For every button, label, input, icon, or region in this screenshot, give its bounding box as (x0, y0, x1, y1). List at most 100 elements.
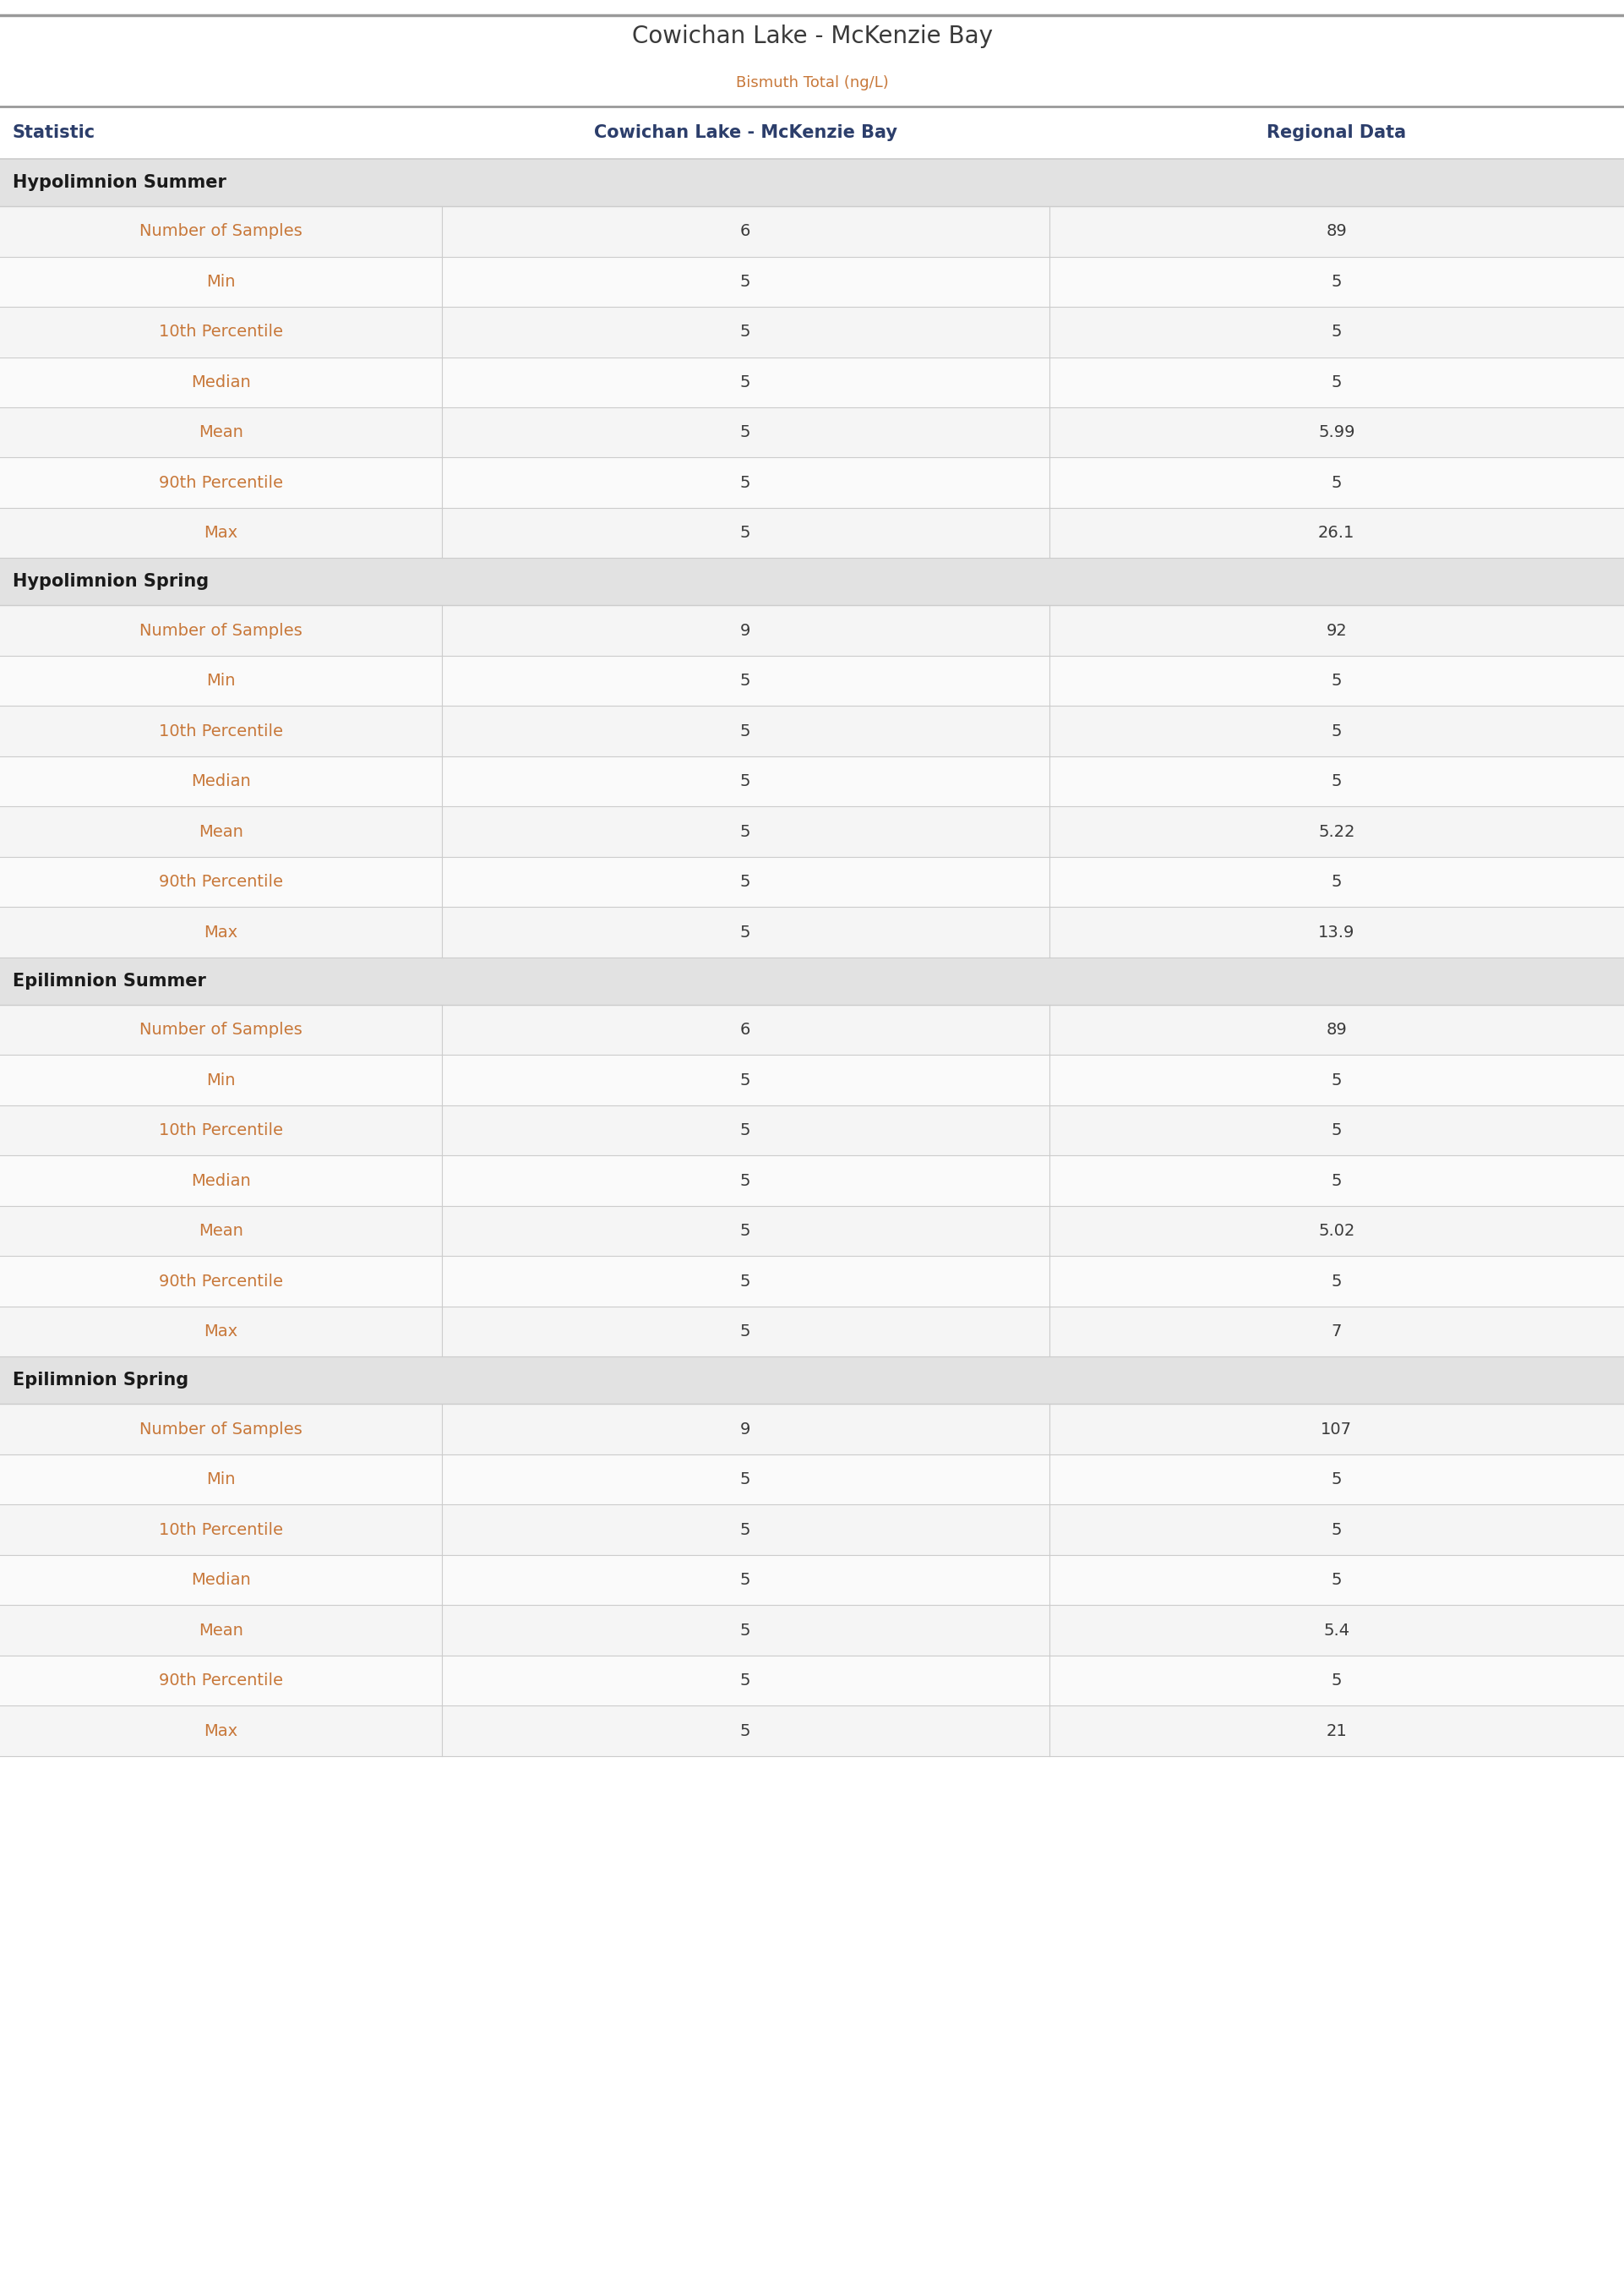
Text: Mean: Mean (198, 1224, 244, 1239)
Text: 10th Percentile: 10th Percentile (159, 1124, 283, 1140)
Text: 5: 5 (741, 424, 750, 440)
Bar (0, 459, 1624, 508)
Text: Mean: Mean (198, 824, 244, 840)
Text: Statistic: Statistic (13, 125, 96, 141)
Text: 5: 5 (741, 1124, 750, 1140)
Text: 5: 5 (1332, 1673, 1341, 1689)
Text: Min: Min (206, 1471, 235, 1487)
Text: 5: 5 (1332, 1573, 1341, 1589)
Text: 10th Percentile: 10th Percentile (159, 325, 283, 340)
Text: 5: 5 (1332, 874, 1341, 890)
Bar (0, 806, 1624, 858)
Text: Median: Median (192, 1174, 250, 1189)
Bar (0, 1605, 1624, 1655)
Text: 5: 5 (741, 672, 750, 690)
Text: 5: 5 (741, 1323, 750, 1339)
Text: Mean: Mean (198, 1623, 244, 1639)
Text: 13.9: 13.9 (1319, 924, 1354, 940)
Text: 5: 5 (1332, 1521, 1341, 1537)
Text: 7: 7 (1332, 1323, 1341, 1339)
Text: 5: 5 (741, 1573, 750, 1589)
Bar (0, 406, 1624, 459)
Text: Number of Samples: Number of Samples (140, 1022, 302, 1037)
Bar (0, 958, 1624, 1006)
Text: 90th Percentile: 90th Percentile (159, 1673, 283, 1689)
Text: 5: 5 (741, 1673, 750, 1689)
Text: 90th Percentile: 90th Percentile (159, 874, 283, 890)
Text: Number of Samples: Number of Samples (140, 1421, 302, 1437)
Bar (0, 257, 1624, 306)
Bar (0, 107, 1624, 159)
Text: Max: Max (205, 1723, 237, 1739)
Bar (0, 656, 1624, 706)
Bar (0, 1155, 1624, 1205)
Text: 5: 5 (1332, 1174, 1341, 1189)
Text: Hypolimnion Summer: Hypolimnion Summer (13, 175, 226, 191)
Text: Bismuth Total (ng/L): Bismuth Total (ng/L) (736, 75, 888, 91)
Text: 5: 5 (1332, 375, 1341, 390)
Bar (0, 1505, 1624, 1555)
Text: 5: 5 (741, 924, 750, 940)
Text: Max: Max (205, 1323, 237, 1339)
Text: 89: 89 (1327, 222, 1346, 238)
Text: 5: 5 (741, 1723, 750, 1739)
Text: 5: 5 (741, 1471, 750, 1487)
Text: 9: 9 (741, 1421, 750, 1437)
Text: 5: 5 (741, 325, 750, 340)
Text: 5: 5 (741, 724, 750, 740)
Bar (0, 1308, 1624, 1357)
Text: 5: 5 (1332, 1071, 1341, 1087)
Text: Min: Min (206, 672, 235, 690)
Text: 5: 5 (1332, 1471, 1341, 1487)
Text: 6: 6 (741, 1022, 750, 1037)
Text: 5: 5 (1332, 1273, 1341, 1289)
Text: 5: 5 (741, 874, 750, 890)
Text: 5: 5 (1332, 275, 1341, 291)
Text: Cowichan Lake - McKenzie Bay: Cowichan Lake - McKenzie Bay (594, 125, 896, 141)
Text: Number of Samples: Number of Samples (140, 222, 302, 238)
Bar (0, 1006, 1624, 1056)
Text: 5: 5 (741, 1071, 750, 1087)
Text: 5: 5 (1332, 774, 1341, 790)
Bar (0, 159, 1624, 207)
Text: Epilimnion Summer: Epilimnion Summer (13, 974, 206, 990)
Text: 5: 5 (1332, 474, 1341, 490)
Text: 5: 5 (741, 824, 750, 840)
Bar (0, 1455, 1624, 1505)
Text: 90th Percentile: 90th Percentile (159, 474, 283, 490)
Text: Median: Median (192, 1573, 250, 1589)
Text: 10th Percentile: 10th Percentile (159, 724, 283, 740)
Bar (0, 606, 1624, 656)
Text: Regional Data: Regional Data (1267, 125, 1406, 141)
Bar (0, 1105, 1624, 1155)
Text: Median: Median (192, 774, 250, 790)
Text: 5.22: 5.22 (1319, 824, 1354, 840)
Text: Min: Min (206, 1071, 235, 1087)
Text: 92: 92 (1327, 622, 1346, 638)
Bar (0, 508, 1624, 558)
Text: 89: 89 (1327, 1022, 1346, 1037)
Bar (0, 558, 1624, 606)
Bar (0, 1405, 1624, 1455)
Bar (0, 706, 1624, 756)
Text: Max: Max (205, 524, 237, 540)
Text: 5: 5 (741, 474, 750, 490)
Text: 107: 107 (1320, 1421, 1353, 1437)
Text: 9: 9 (741, 622, 750, 638)
Text: 5: 5 (741, 375, 750, 390)
Bar (0, 1056, 1624, 1105)
Text: Max: Max (205, 924, 237, 940)
Text: 10th Percentile: 10th Percentile (159, 1521, 283, 1537)
Bar (0, 207, 1624, 257)
Text: Cowichan Lake - McKenzie Bay: Cowichan Lake - McKenzie Bay (632, 25, 992, 48)
Text: 5: 5 (741, 1623, 750, 1639)
Text: 5: 5 (1332, 1124, 1341, 1140)
Text: 5: 5 (1332, 325, 1341, 340)
Text: 5.4: 5.4 (1324, 1623, 1350, 1639)
Text: Mean: Mean (198, 424, 244, 440)
Text: 26.1: 26.1 (1319, 524, 1354, 540)
Text: Median: Median (192, 375, 250, 390)
Bar (0, 356, 1624, 406)
Bar (0, 756, 1624, 806)
Text: Hypolimnion Spring: Hypolimnion Spring (13, 574, 209, 590)
